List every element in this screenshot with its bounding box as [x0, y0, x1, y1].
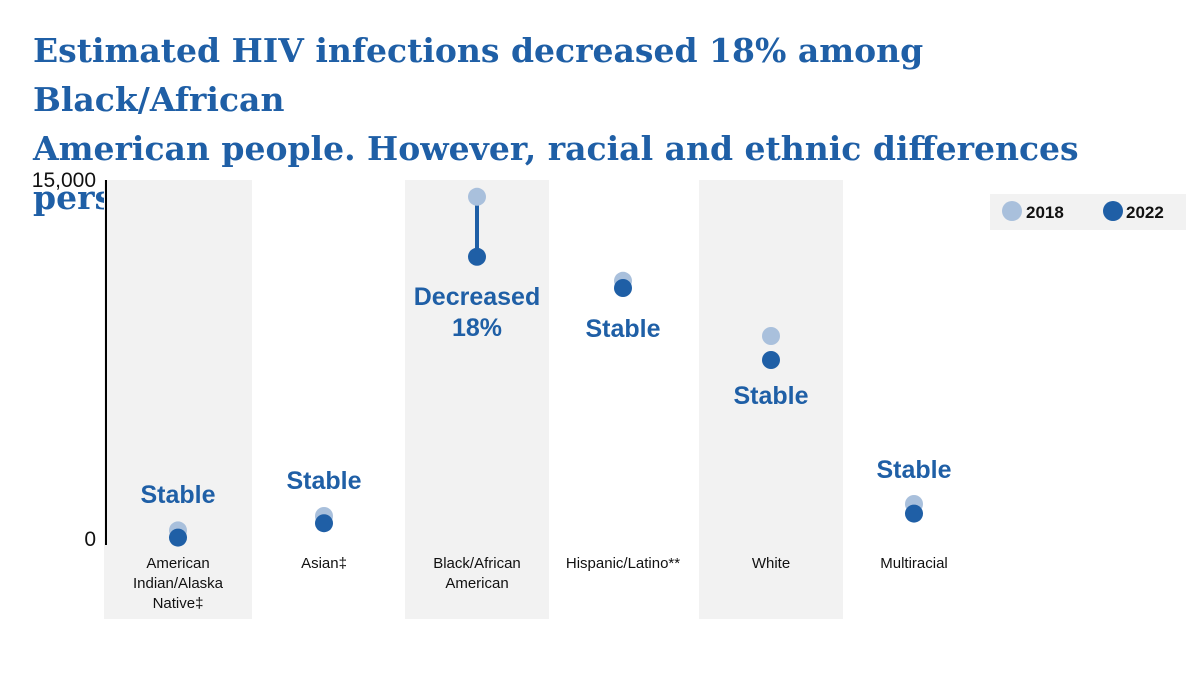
status-label-line: Decreased [414, 283, 540, 311]
legend-box [990, 194, 1186, 230]
status-label-line: Stable [286, 467, 361, 495]
status-label-line: 18% [452, 314, 502, 342]
legend: 2018 2022 [990, 194, 1186, 230]
category-label-line: American [146, 555, 209, 572]
category-label-line: Hispanic/Latino** [566, 555, 680, 572]
legend-marker-2018 [1002, 201, 1022, 221]
point-2018-black-african-american [468, 187, 486, 206]
status-label-hispanic-latino: Stable [585, 315, 660, 343]
category-label-line: Black/African [433, 555, 521, 572]
chart-title-line-1: Estimated HIV infections decreased 18% a… [33, 31, 924, 119]
category-label-line: Indian/Alaska [133, 575, 224, 592]
category-label-hispanic-latino: Hispanic/Latino** [566, 555, 680, 572]
y-tick-label-max: 15,000 [32, 169, 96, 192]
status-label-white: Stable [733, 382, 808, 410]
category-band-american-indian-alaska-native [104, 180, 252, 619]
category-bands [104, 180, 843, 619]
status-label-black-african-american: Decreased 18% [414, 283, 540, 342]
category-label-american-indian-alaska-native: American Indian/Alaska Native‡ [133, 555, 224, 612]
status-label-line: Stable [733, 382, 808, 410]
point-2022-hispanic-latino [614, 279, 632, 297]
status-label-american-indian-alaska-native: Stable [140, 481, 215, 509]
category-label-line: White [752, 555, 790, 572]
point-2022-multiracial [905, 504, 923, 523]
status-label-line: Stable [585, 315, 660, 343]
category-label-white: White [752, 555, 790, 572]
point-2018-white [762, 327, 780, 345]
category-label-asian: Asian‡ [301, 555, 347, 572]
y-tick-label-min: 0 [84, 528, 96, 551]
status-label-line: Stable [876, 456, 951, 484]
category-label-line: American [445, 575, 508, 592]
point-2022-asian [315, 514, 333, 533]
status-label-multiracial: Stable [876, 456, 951, 484]
data-points [169, 187, 923, 547]
category-label-multiracial: Multiracial [880, 555, 948, 572]
point-2022-black-african-american [468, 247, 486, 266]
legend-label-2018: 2018 [1026, 203, 1064, 222]
legend-label-2022: 2022 [1126, 203, 1164, 222]
category-label-line: Multiracial [880, 555, 948, 572]
point-2022-american-indian-alaska-native [169, 528, 187, 547]
legend-marker-2022 [1103, 201, 1123, 221]
category-band-white [699, 180, 843, 619]
point-2022-white [762, 351, 780, 369]
status-annotations: Stable Stable Decreased 18% Stable Stable Stab… [140, 283, 951, 509]
category-labels: American Indian/Alaska Native‡ Asian‡ Black/… [133, 555, 948, 612]
status-label-line: Stable [140, 481, 215, 509]
category-label-line: Asian‡ [301, 555, 347, 572]
status-label-asian: Stable [286, 467, 361, 495]
category-label-line: Native‡ [153, 595, 204, 612]
category-label-black-african-american: Black/African American [433, 555, 521, 592]
